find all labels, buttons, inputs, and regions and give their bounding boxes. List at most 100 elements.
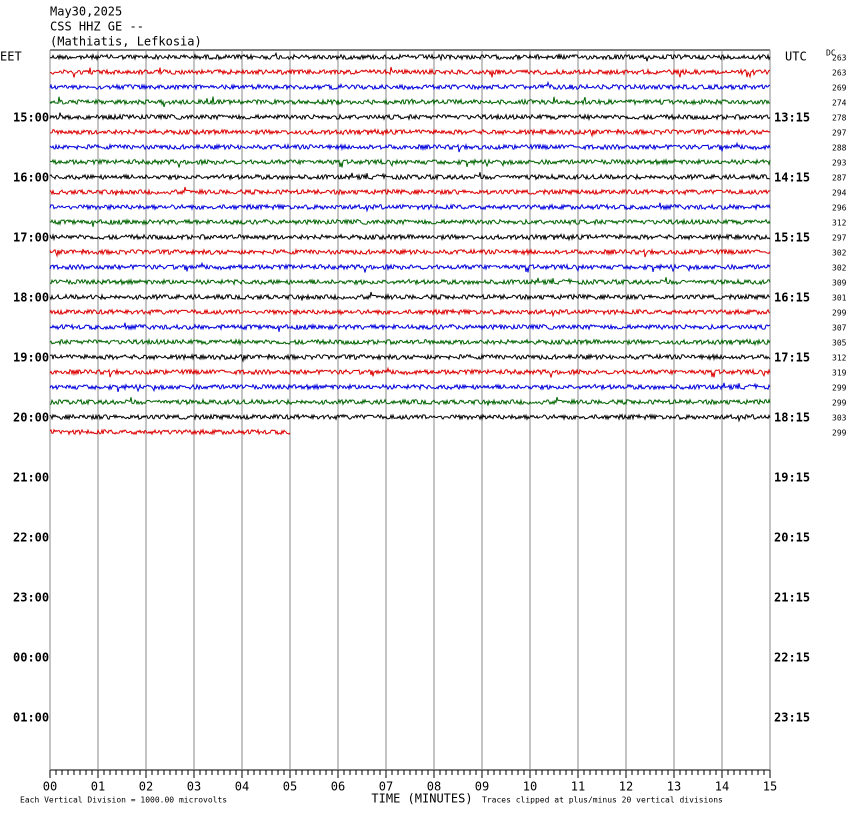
x-tick-label: 02 <box>139 780 153 794</box>
dc-value: 319 <box>832 369 847 378</box>
dc-value: 263 <box>832 69 847 78</box>
dc-value: 294 <box>832 189 847 198</box>
dc-value: 299 <box>832 384 847 393</box>
x-tick-label: 00 <box>43 780 57 794</box>
trace <box>49 261 771 273</box>
x-label: TIME (MINUTES) <box>371 792 472 806</box>
dc-label: DC <box>826 49 836 58</box>
trace <box>49 202 771 213</box>
trace <box>49 352 771 363</box>
dc-value: 263 <box>832 54 847 63</box>
right-time: 14:15 <box>774 171 810 185</box>
trace <box>49 413 771 423</box>
left-time: 15:00 <box>13 111 49 125</box>
left-time: 01:00 <box>13 711 49 725</box>
trace <box>49 51 771 62</box>
dc-value: 269 <box>832 84 847 93</box>
trace <box>49 277 771 286</box>
right-time: 19:15 <box>774 471 810 485</box>
dc-value: 305 <box>832 339 847 348</box>
trace <box>50 128 771 138</box>
right-zone: UTC <box>785 50 807 64</box>
x-tick-label: 13 <box>667 780 681 794</box>
x-tick-label: 11 <box>571 780 585 794</box>
trace <box>49 322 771 332</box>
trace <box>49 308 771 318</box>
trace <box>49 291 771 301</box>
dc-value: 296 <box>832 204 847 213</box>
right-time: 17:15 <box>774 351 810 365</box>
x-tick-label: 04 <box>235 780 249 794</box>
dc-value: 309 <box>832 279 847 288</box>
right-time: 16:15 <box>774 291 810 305</box>
trace <box>49 233 771 242</box>
right-time: 20:15 <box>774 531 810 545</box>
dc-value: 302 <box>832 264 847 273</box>
date: May30,2025 <box>50 5 122 19</box>
dc-value: 299 <box>832 399 847 408</box>
x-tick-label: 03 <box>187 780 201 794</box>
trace <box>49 186 771 196</box>
dc-value: 312 <box>832 354 847 363</box>
x-tick-label: 01 <box>91 780 105 794</box>
trace <box>49 428 291 436</box>
left-time: 18:00 <box>13 291 49 305</box>
x-tick-label: 12 <box>619 780 633 794</box>
right-time: 15:15 <box>774 231 810 245</box>
trace <box>49 396 771 406</box>
dc-value: 274 <box>832 99 847 108</box>
trace <box>49 247 771 258</box>
dc-value: 297 <box>832 129 847 138</box>
location: (Mathiatis, Lefkosia) <box>50 35 202 49</box>
right-time: 22:15 <box>774 651 810 665</box>
right-time: 21:15 <box>774 591 810 605</box>
x-tick-label: 05 <box>283 780 297 794</box>
left-time: 17:00 <box>13 231 49 245</box>
left-time: 16:00 <box>13 171 49 185</box>
dc-value: 307 <box>832 324 847 333</box>
footnote-left: Each Vertical Division = 1000.00 microvo… <box>20 796 227 805</box>
left-time: 23:00 <box>13 591 49 605</box>
left-time: 21:00 <box>13 471 49 485</box>
dc-value: 278 <box>832 114 847 123</box>
x-tick-label: 15 <box>763 780 777 794</box>
left-time: 22:00 <box>13 531 49 545</box>
trace <box>49 337 771 347</box>
dc-value: 312 <box>832 219 847 228</box>
station: CSS HHZ GE -- <box>50 20 144 34</box>
x-tick-label: 06 <box>331 780 345 794</box>
x-tick-label: 09 <box>475 780 489 794</box>
dc-value: 301 <box>832 294 847 303</box>
trace <box>49 141 771 153</box>
x-tick-label: 14 <box>715 780 729 794</box>
x-tick-label: 08 <box>427 780 441 794</box>
dc-value: 303 <box>832 414 847 423</box>
trace <box>49 96 771 108</box>
right-time: 18:15 <box>774 411 810 425</box>
trace <box>49 382 771 393</box>
trace <box>49 66 771 79</box>
left-time: 19:00 <box>13 351 49 365</box>
dc-value: 293 <box>832 159 847 168</box>
x-tick-label: 07 <box>379 780 393 794</box>
right-time: 13:15 <box>774 111 810 125</box>
dc-value: 288 <box>832 144 847 153</box>
left-zone: EET <box>0 50 22 64</box>
trace <box>49 157 771 168</box>
right-time: 23:15 <box>774 711 810 725</box>
x-tick-label: 10 <box>523 780 537 794</box>
left-time: 00:00 <box>13 651 49 665</box>
trace <box>49 172 771 181</box>
trace <box>49 112 771 122</box>
dc-value: 287 <box>832 174 847 183</box>
dc-value: 299 <box>832 309 847 318</box>
dc-value: 297 <box>832 234 847 243</box>
trace <box>49 80 771 91</box>
left-time: 20:00 <box>13 411 49 425</box>
dc-value: 302 <box>832 249 847 258</box>
trace <box>49 366 771 378</box>
trace <box>49 217 771 227</box>
dc-value: 299 <box>832 429 847 438</box>
